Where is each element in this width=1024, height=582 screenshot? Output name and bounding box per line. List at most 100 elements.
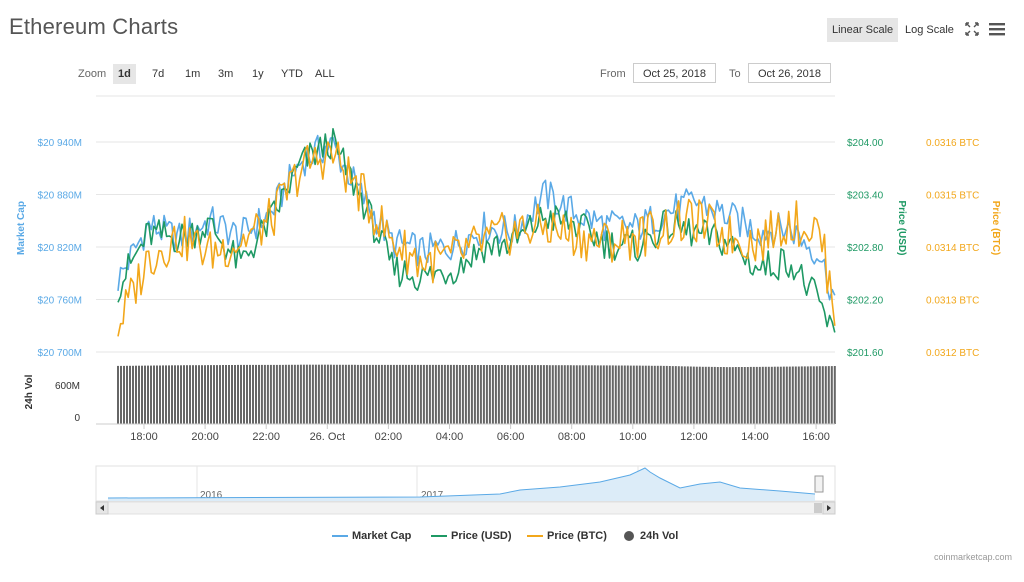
zoom-1y-button[interactable]: 1y <box>252 68 264 80</box>
legend-market-cap[interactable]: Market Cap <box>332 530 411 542</box>
volume-bar <box>641 365 644 424</box>
source-credit: coinmarketcap.com <box>933 552 1012 562</box>
legend-price-btc[interactable]: Price (BTC) <box>527 530 607 542</box>
x-tick-label: 18:00 <box>130 431 158 443</box>
price-usd-tick-label: $202.20 <box>847 296 884 307</box>
price-usd-tick-label: $204.00 <box>847 138 884 149</box>
volume-bar <box>117 365 119 424</box>
volume-bar <box>231 365 233 424</box>
volume-bar <box>809 366 812 424</box>
volume-bar <box>386 364 389 424</box>
volume-bar <box>293 364 296 424</box>
volume-bar <box>329 364 332 424</box>
volume-bar <box>731 367 734 424</box>
volume-bar <box>174 365 176 424</box>
volume-bar <box>380 364 383 424</box>
log-scale-button[interactable]: Log Scale <box>905 24 954 36</box>
zoom-ytd-button[interactable]: YTD <box>281 68 303 80</box>
legend-price-usd-swatch <box>431 535 447 538</box>
market-cap-axis-title: Market Cap <box>16 201 27 255</box>
x-tick-label: 02:00 <box>375 431 403 443</box>
legend-price-usd[interactable]: Price (USD) <box>431 530 512 542</box>
volume-bar <box>590 365 593 424</box>
legend-market-cap-label: Market Cap <box>352 530 412 542</box>
x-tick-label: 22:00 <box>252 431 280 443</box>
volume-bar <box>779 366 782 424</box>
volume-bar <box>338 364 341 424</box>
volume-bar <box>473 365 476 424</box>
zoom-1d-button[interactable]: 1d <box>113 64 136 84</box>
page-title: Ethereum Charts <box>9 14 179 39</box>
volume-bar <box>452 364 455 424</box>
linear-scale-button[interactable]: Linear Scale <box>827 18 899 42</box>
volume-bar <box>782 366 785 424</box>
scrollbar-thumb <box>814 503 822 513</box>
legend-price-btc-label: Price (BTC) <box>547 530 607 542</box>
volume-bar <box>123 365 125 424</box>
volume-bar <box>135 365 137 424</box>
ethereum-chart[interactable]: $20 940M $20 880M $20 820M $20 760M $20 700M… <box>0 0 1024 520</box>
volume-bar <box>305 364 308 424</box>
volume-bar <box>159 365 161 424</box>
volume-bar <box>311 364 314 424</box>
volume-bar <box>365 364 368 424</box>
zoom-1m-button[interactable]: 1m <box>185 68 201 80</box>
volume-bar <box>623 365 626 424</box>
volume-bar <box>605 365 608 424</box>
volume-bar <box>350 364 353 424</box>
volume-bar <box>728 367 731 424</box>
market-cap-tick-label: $20 700M <box>38 348 82 359</box>
volume-bar <box>500 365 503 424</box>
volume-bar <box>126 365 128 424</box>
volume-bar <box>638 365 641 424</box>
volume-bar <box>260 364 263 424</box>
volume-bar <box>377 364 380 424</box>
volume-bar <box>263 364 266 424</box>
expand-icon[interactable] <box>964 21 980 41</box>
volume-bar <box>662 365 665 424</box>
price-btc-tick-label: 0.0313 BTC <box>926 296 979 307</box>
zoom-all-button[interactable]: ALL <box>315 68 335 80</box>
volume-bar <box>566 365 569 424</box>
zoom-label: Zoom <box>78 68 107 80</box>
volume-bar <box>614 365 617 424</box>
volume-axis-title: 24h Vol <box>24 374 35 409</box>
volume-bar <box>743 367 746 424</box>
zoom-3m-button[interactable]: 3m <box>218 68 234 80</box>
volume-bar <box>219 365 221 424</box>
navigator-year-label: 2017 <box>421 490 444 501</box>
volume-bar <box>581 365 584 424</box>
volume-bar <box>195 365 197 424</box>
navigator[interactable]: 201620172018 <box>95 465 836 515</box>
to-date-input[interactable]: Oct 26, 2018 <box>748 63 831 83</box>
volume-bar <box>554 365 557 424</box>
volume-bar <box>599 365 602 424</box>
volume-bar <box>527 365 530 424</box>
volume-bar <box>803 366 806 424</box>
volume-bar <box>341 364 344 424</box>
volume-bar <box>371 364 374 424</box>
volume-bars <box>117 364 836 424</box>
price-btc-tick-label: 0.0314 BTC <box>926 243 979 254</box>
volume-bar <box>524 365 527 424</box>
market-cap-tick-label: $20 880M <box>38 191 82 202</box>
volume-bar <box>266 364 269 424</box>
zoom-7d-button[interactable]: 7d <box>152 68 165 80</box>
volume-bar <box>419 364 422 424</box>
hamburger-menu-icon[interactable] <box>988 21 1006 41</box>
volume-bar <box>228 365 230 424</box>
volume-bar <box>168 365 170 424</box>
volume-tick-label: 0 <box>74 413 80 424</box>
volume-bar <box>392 364 395 424</box>
volume-bar <box>488 365 491 424</box>
volume-bar <box>356 364 359 424</box>
volume-bar <box>680 366 683 424</box>
legend-24h-vol[interactable]: 24h Vol <box>624 530 678 542</box>
volume-bar <box>518 365 521 424</box>
x-tick-label: 06:00 <box>497 431 525 443</box>
volume-bar <box>395 364 398 424</box>
volume-bar <box>281 364 284 424</box>
legend-24h-vol-label: 24h Vol <box>640 530 679 542</box>
from-date-input[interactable]: Oct 25, 2018 <box>633 63 716 83</box>
volume-bar <box>210 365 212 424</box>
